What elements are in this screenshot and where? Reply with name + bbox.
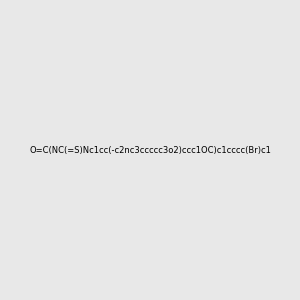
Text: O=C(NC(=S)Nc1cc(-c2nc3ccccc3o2)ccc1OC)c1cccc(Br)c1: O=C(NC(=S)Nc1cc(-c2nc3ccccc3o2)ccc1OC)c1… xyxy=(29,146,271,154)
